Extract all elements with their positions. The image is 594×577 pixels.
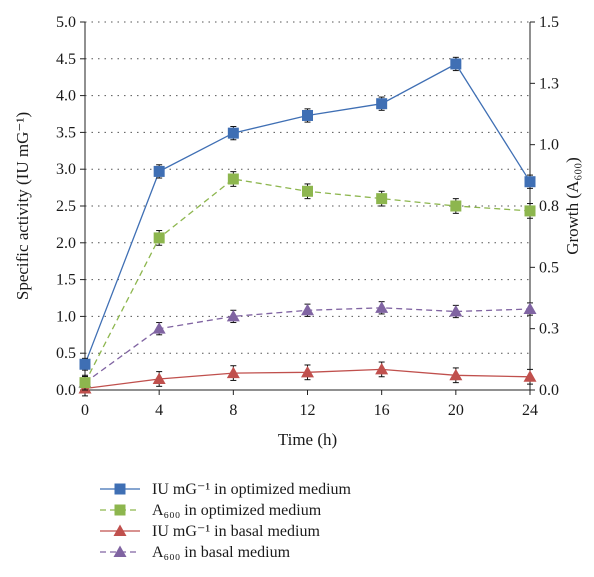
y-left-tick-label: 0.0 bbox=[56, 382, 76, 399]
data-point bbox=[376, 98, 388, 110]
data-point bbox=[524, 176, 536, 188]
x-tick-label: 4 bbox=[155, 402, 163, 419]
y-left-tick-label: 0.5 bbox=[56, 345, 76, 362]
y-left-tick-label: 2.5 bbox=[56, 198, 76, 215]
data-point bbox=[523, 370, 537, 382]
y-left-tick-label: 4.0 bbox=[56, 88, 76, 105]
y-right-tick-label: 0.5 bbox=[539, 259, 559, 276]
data-point bbox=[153, 165, 165, 177]
x-tick-label: 8 bbox=[229, 402, 237, 419]
series-line bbox=[84, 178, 531, 383]
series-1 bbox=[79, 171, 536, 391]
data-point bbox=[301, 303, 314, 316]
y-left-tick-label: 1.0 bbox=[56, 308, 76, 325]
legend-item-1: A₆₀₀ in optimized medium bbox=[100, 502, 322, 519]
data-point bbox=[226, 309, 240, 322]
legend-marker bbox=[114, 483, 126, 495]
y-right-tick-label: 1.3 bbox=[539, 75, 559, 92]
legend-label: IU mG⁻¹ in optimized medium bbox=[152, 481, 352, 498]
y-left-tick-label: 4.5 bbox=[56, 51, 76, 68]
y-right-tick-label: 0.0 bbox=[539, 382, 559, 399]
y-left-tick-label: 5.0 bbox=[56, 14, 76, 31]
legend-item-3: A₆₀₀ in basal medium bbox=[100, 544, 291, 561]
data-point bbox=[227, 173, 239, 185]
series-2 bbox=[78, 361, 537, 397]
y-left-tick-label: 3.5 bbox=[56, 124, 76, 141]
x-axis-title: Time (h) bbox=[278, 430, 337, 449]
data-point bbox=[302, 109, 313, 121]
legend: IU mG⁻¹ in optimized medium A₆₀₀ in optim… bbox=[100, 481, 352, 561]
data-point bbox=[227, 127, 239, 139]
data-point bbox=[375, 362, 389, 375]
data-point bbox=[302, 185, 313, 197]
x-tick-label: 16 bbox=[374, 402, 390, 419]
x-tick-label: 24 bbox=[522, 402, 538, 419]
data-point bbox=[226, 366, 240, 379]
y-axis-left-title: Specific activity (IU mG⁻¹) bbox=[13, 112, 32, 300]
data-point bbox=[301, 365, 314, 378]
data-point bbox=[376, 193, 388, 205]
axes-layer: 0.0 0.5 1.0 1.5 2.0 2.5 3.0 3.5 4.0 4.5 5.0 0.0 0.3 0… bbox=[13, 14, 582, 449]
y-axis-right-title: Growth (A₆₀₀) bbox=[563, 157, 582, 255]
data-point bbox=[524, 205, 536, 217]
y-right-tick-label: 0.8 bbox=[539, 198, 559, 215]
y-right-tick-label: 1.0 bbox=[539, 137, 559, 154]
data-point bbox=[79, 358, 91, 370]
legend-label: IU mG⁻¹ in basal medium bbox=[152, 523, 320, 540]
legend-item-2: IU mG⁻¹ in basal medium bbox=[100, 523, 320, 540]
legend-label: A₆₀₀ in basal medium bbox=[152, 544, 291, 561]
y-left-tick-label: 1.5 bbox=[56, 272, 76, 289]
y-right-tick-label: 0.3 bbox=[539, 321, 559, 338]
data-point bbox=[152, 372, 166, 384]
data-point bbox=[523, 302, 537, 315]
legend-marker bbox=[113, 524, 127, 536]
y-right-tick-label: 1.5 bbox=[539, 14, 559, 31]
data-point bbox=[152, 322, 166, 334]
series-layer bbox=[78, 56, 537, 397]
x-tick-label: 0 bbox=[81, 402, 89, 419]
legend-item-0: IU mG⁻¹ in optimized medium bbox=[100, 481, 352, 498]
data-point bbox=[449, 368, 463, 381]
x-tick-label: 20 bbox=[448, 402, 464, 419]
data-point bbox=[79, 377, 91, 389]
data-point bbox=[153, 232, 165, 244]
x-tick-label: 12 bbox=[300, 402, 316, 419]
legend-marker bbox=[114, 504, 126, 516]
data-point bbox=[449, 304, 463, 317]
series-0 bbox=[79, 56, 536, 371]
y-left-tick-label: 2.0 bbox=[56, 235, 76, 252]
data-point bbox=[450, 200, 462, 212]
data-point bbox=[375, 301, 389, 313]
data-point bbox=[450, 58, 462, 70]
legend-label: A₆₀₀ in optimized medium bbox=[152, 502, 322, 519]
y-left-tick-label: 3.0 bbox=[56, 161, 76, 178]
legend-marker bbox=[113, 545, 127, 557]
